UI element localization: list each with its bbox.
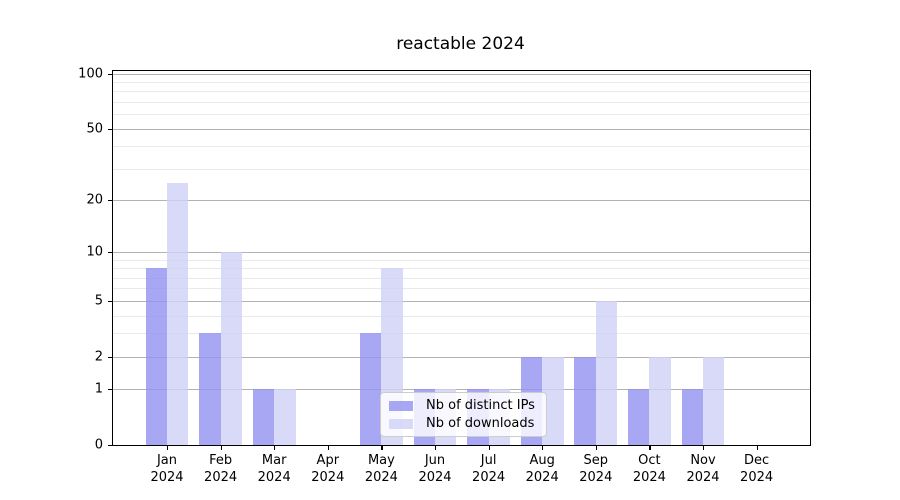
bar-distinct-ips — [199, 333, 221, 445]
x-tick-mark — [220, 445, 222, 450]
x-tick-label: Mar 2024 — [257, 453, 291, 485]
y-tick-label: 10 — [86, 244, 103, 260]
x-tick-mark — [167, 445, 169, 450]
bar-downloads — [703, 356, 725, 445]
bar-downloads — [274, 389, 296, 445]
x-tick-label: Apr 2024 — [311, 453, 345, 485]
x-tick-mark — [703, 445, 705, 450]
y-tick-label: 100 — [78, 66, 103, 82]
x-tick-label: Feb 2024 — [204, 453, 238, 485]
bar-downloads — [542, 356, 564, 445]
x-tick-mark — [542, 445, 544, 450]
bar-downloads — [649, 356, 671, 445]
gridline-minor — [113, 277, 810, 279]
gridline-minor — [113, 168, 810, 170]
x-tick-mark — [381, 445, 383, 450]
gridline-major — [113, 73, 810, 75]
bar-distinct-ips — [628, 389, 650, 445]
y-tick-label: 50 — [86, 121, 103, 137]
x-tick-mark — [274, 445, 276, 450]
legend-label-distinct-ips: Nb of distinct IPs — [426, 398, 535, 413]
legend-swatch-downloads-icon — [389, 418, 413, 429]
gridline-major — [113, 300, 810, 302]
gridline-minor — [113, 114, 810, 116]
bar-downloads — [220, 252, 242, 445]
gridline-minor — [113, 333, 810, 335]
bar-distinct-ips — [145, 268, 167, 445]
x-tick-mark — [756, 445, 758, 450]
x-tick-label: Jul 2024 — [472, 453, 506, 485]
legend-swatch-distinct-ips-icon — [389, 400, 413, 411]
y-tick-mark — [108, 389, 113, 391]
x-tick-mark — [488, 445, 490, 450]
gridline-minor — [113, 268, 810, 270]
x-tick-label: Aug 2024 — [525, 453, 559, 485]
y-tick-label: 20 — [86, 192, 103, 208]
gridline-minor — [113, 82, 810, 83]
y-tick-mark — [108, 73, 113, 75]
y-tick-label: 0 — [94, 437, 103, 453]
gridline-minor — [113, 259, 810, 261]
gridline-minor — [113, 91, 810, 93]
y-tick-mark — [108, 445, 113, 447]
gridline-minor — [113, 146, 810, 148]
x-tick-label: Dec 2024 — [740, 453, 774, 485]
x-tick-label: Oct 2024 — [632, 453, 666, 485]
bar-downloads — [595, 300, 618, 445]
x-tick-mark — [649, 445, 651, 450]
y-tick-mark — [108, 356, 113, 358]
legend-item-downloads: Nb of downloads — [389, 416, 535, 431]
legend: Nb of distinct IPs Nb of downloads — [380, 392, 547, 437]
legend-item-distinct-ips: Nb of distinct IPs — [389, 398, 535, 413]
chart-title: reactable 2024 — [396, 34, 525, 54]
legend-label-downloads: Nb of downloads — [426, 416, 535, 431]
gridline-major — [113, 252, 810, 253]
bar-distinct-ips — [574, 356, 596, 445]
x-tick-label: Jun 2024 — [418, 453, 452, 485]
bar-distinct-ips — [681, 389, 703, 445]
bar-distinct-ips — [360, 333, 382, 445]
y-tick-mark — [108, 300, 113, 302]
gridline-major — [113, 389, 810, 391]
x-tick-label: Sep 2024 — [579, 453, 613, 485]
gridline-major — [113, 200, 810, 201]
bar-downloads — [167, 182, 189, 445]
y-tick-label: 5 — [94, 293, 103, 309]
gridline-minor — [113, 315, 810, 317]
x-tick-label: May 2024 — [364, 453, 398, 485]
y-tick-label: 1 — [94, 381, 103, 397]
y-tick-mark — [108, 252, 113, 254]
x-tick-label: Nov 2024 — [686, 453, 720, 485]
gridline-minor — [113, 288, 810, 290]
x-tick-label: Jan 2024 — [150, 453, 184, 485]
x-tick-mark — [327, 445, 329, 450]
x-tick-mark — [595, 445, 597, 450]
plot-area: 0 1 2 5 10 20 50 100 Jan 2024 Feb 2024 Mar 2024 Apr 202… — [78, 66, 811, 485]
x-tick-mark — [435, 445, 437, 450]
gridline-minor — [113, 102, 810, 103]
y-tick-mark — [108, 128, 113, 130]
y-tick-mark — [108, 200, 113, 202]
y-tick-label: 2 — [94, 349, 103, 365]
bar-distinct-ips — [252, 389, 275, 445]
gridline-major — [113, 356, 810, 358]
gridline-major — [113, 128, 810, 130]
